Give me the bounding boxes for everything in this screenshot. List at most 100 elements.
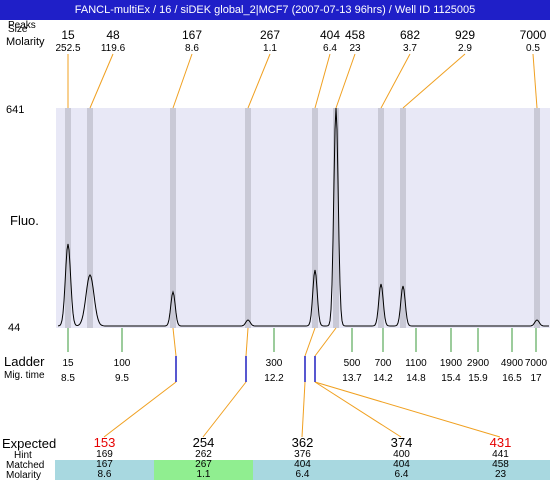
table-connector [314,381,501,438]
molarity-label: Molarity [6,36,45,48]
peak-band [245,108,251,328]
peak-size-label: 7000 [520,28,547,42]
mig-time-value: 15.9 [468,373,488,384]
match-connector [314,327,337,357]
peak-connector [172,53,193,109]
peak-connector [532,53,538,109]
peak-size-label: 48 [106,28,120,42]
molarity-cell: 8.6 [55,470,154,480]
peak-band [87,108,93,328]
ladder-size-label: 300 [266,358,283,369]
matched-label: Matched [6,460,45,471]
peak-molarity-label: 1.1 [263,43,277,54]
size-label: Size [8,24,28,35]
fluorescence-trace [57,107,549,327]
ladder-size-label: 1100 [405,358,427,369]
peak-size-label: 15 [61,28,75,42]
mig-time-value: 8.5 [61,373,75,384]
table-connector [314,381,402,438]
peak-connector [335,53,356,109]
peak-connector [247,53,271,109]
peak-molarity-label: 2.9 [458,43,472,54]
peak-connector [89,53,114,109]
plot-area [56,108,550,328]
window-title: FANCL-multiEx / 16 / siDEK global_2|MCF7… [0,0,550,20]
peak-connector [380,53,411,109]
matched-cell: 458 [451,460,550,470]
mig-time-value: 16.5 [502,373,522,384]
peak-molarity-label: 252.5 [55,43,80,54]
mig-time-value: 17 [530,373,542,384]
matched-cell: 404 [352,460,451,470]
ladder-size-label: 100 [114,358,131,369]
ladder-size-label: 15 [62,358,74,369]
hint-label: Hint [14,450,32,461]
mig-time-value: 9.5 [115,373,129,384]
hint-cell: 262 [195,449,212,460]
expected-cell: 362 [291,435,314,450]
ladder-size-label: 500 [344,358,361,369]
molarity-cell: 6.4 [253,470,352,480]
hint-cell: 400 [393,449,410,460]
molarity-row: 8.6 1.1 6.4 6.4 23 [55,470,550,480]
mig-time-value: 15.4 [441,373,461,384]
molarity-cell: 1.1 [154,470,253,480]
expected-cell: 431 [489,435,512,450]
mig-time-value: 13.7 [342,373,362,384]
molarity-cell: 6.4 [352,470,451,480]
match-connector [245,327,249,357]
peak-molarity-label: 8.6 [185,43,199,54]
fluo-axis-label: Fluo. [10,213,39,228]
peak-connector [402,53,466,109]
table-connector [202,381,247,438]
peak-size-label: 404 [320,28,340,42]
mig-time-value: 14.8 [406,373,426,384]
hint-cell: 169 [96,449,113,460]
hint-row: 169 262 376 400 441 [55,450,550,460]
table-connector [301,381,306,438]
ladder-size-label: 7000 [525,358,548,369]
peak-band [333,108,339,328]
molarity-cell: 23 [451,470,550,480]
matched-row: 167 267 404 404 458 [55,460,550,470]
expected-row: 153 254 362 374 431 [55,436,550,450]
mig-time-value: 14.2 [373,373,393,384]
peak-band [378,108,384,328]
mig-time-label: Mig. time [4,370,45,381]
peak-molarity-label: 6.4 [323,43,337,54]
peak-band [65,108,71,328]
table-molarity-label: Molarity [6,470,42,481]
peak-band [170,108,176,328]
matched-cell: 267 [154,460,253,470]
expected-label: Expected [2,436,57,451]
y-min-label: 44 [8,322,21,334]
peak-molarity-label: 0.5 [526,43,540,54]
peak-molarity-label: 23 [349,43,361,54]
ladder-label: Ladder [4,354,45,369]
peak-size-label: 682 [400,28,420,42]
peak-connector [314,53,331,109]
peak-band [312,108,318,328]
matched-cell: 404 [253,460,352,470]
peaks-label: Peaks [8,20,36,31]
hint-cell: 441 [492,449,509,460]
ladder-size-label: 2900 [467,358,490,369]
expected-cell: 374 [390,435,413,450]
peak-band [534,108,540,328]
match-connector [304,327,316,357]
peak-size-label: 458 [345,28,365,42]
peak-size-label: 167 [182,28,202,42]
peak-molarity-label: 119.6 [101,43,126,54]
hint-cell: 376 [294,449,311,460]
ladder-size-label: 4900 [501,358,524,369]
matched-cell: 167 [55,460,154,470]
mig-time-value: 12.2 [264,373,284,384]
expected-cell: 254 [192,435,215,450]
match-connector [172,327,177,357]
y-max-label: 641 [6,104,25,116]
peak-molarity-label: 3.7 [403,43,417,54]
ladder-size-label: 700 [375,358,392,369]
expected-cell: 153 [93,435,116,450]
